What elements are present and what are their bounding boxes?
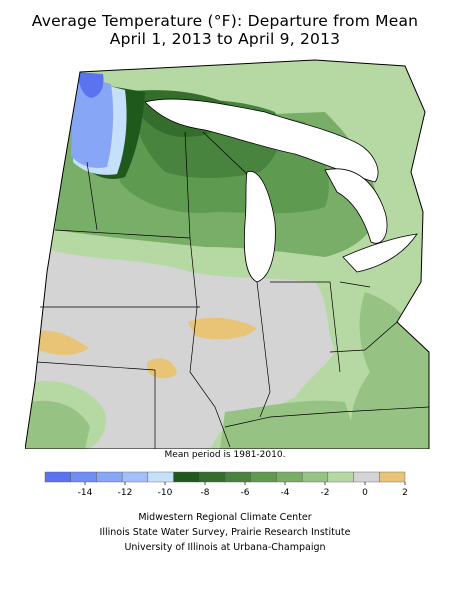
color-legend: -14 -12 -10 -8 -6 -4 -2 0 2	[44, 471, 408, 498]
legend-swatch	[199, 471, 226, 483]
map-date-range: April 1, 2013 to April 9, 2013	[109, 30, 341, 48]
credit-mrcc: Midwestern Regional Climate Center	[138, 512, 312, 523]
legend-tick-label: -8	[201, 488, 210, 498]
legend-swatch	[96, 471, 123, 483]
legend-tick-label: -6	[241, 488, 250, 498]
legend-tick-label: -2	[321, 488, 330, 498]
legend-tick-label: 2	[402, 488, 408, 498]
legend-tick-label: -12	[118, 488, 133, 498]
zone-plus-1-c	[147, 358, 177, 379]
legend-swatch	[44, 471, 71, 483]
legend-swatch	[276, 471, 303, 483]
legend-tick-label: -4	[281, 488, 290, 498]
lake-superior	[144, 98, 379, 183]
map-region	[25, 59, 430, 449]
legend-tick-label: 0	[362, 488, 368, 498]
legend-swatch	[70, 471, 97, 483]
legend-swatch	[327, 471, 354, 483]
zone-plus-1-a	[188, 317, 257, 340]
zone-plus-1-b	[37, 330, 89, 355]
zone-minus-3-southwest	[25, 400, 90, 449]
legend-swatch	[353, 471, 380, 483]
legend-swatch	[224, 471, 251, 483]
legend-swatch	[173, 471, 200, 483]
zone-near-normal	[25, 247, 335, 449]
legend-swatch	[121, 471, 149, 483]
legend-swatch	[379, 471, 406, 483]
lake-michigan	[243, 171, 276, 283]
map-title: Average Temperature (°F): Departure from…	[31, 12, 419, 30]
legend-swatch	[250, 471, 277, 483]
credit-uiuc: University of Illinois at Urbana-Champai…	[124, 542, 326, 553]
legend-ticks: -14 -12 -10 -8 -6 -4 -2 0 2	[78, 482, 408, 498]
legend-swatch	[301, 471, 329, 483]
temperature-departure-map	[25, 52, 449, 449]
credit-isws: Illinois State Water Survey, Prairie Res…	[99, 527, 351, 538]
lake-huron	[324, 168, 388, 244]
legend-tick-label: -10	[158, 488, 173, 498]
legend-bars	[44, 471, 406, 483]
legend-swatch	[147, 471, 174, 483]
zone-minus-12	[71, 74, 114, 168]
mean-period-note: Mean period is 1981-2010.	[164, 450, 286, 460]
zone-minus-14	[77, 72, 104, 98]
state-borders	[36, 131, 430, 449]
legend-tick-label: -14	[78, 488, 93, 498]
lake-erie	[342, 233, 418, 273]
